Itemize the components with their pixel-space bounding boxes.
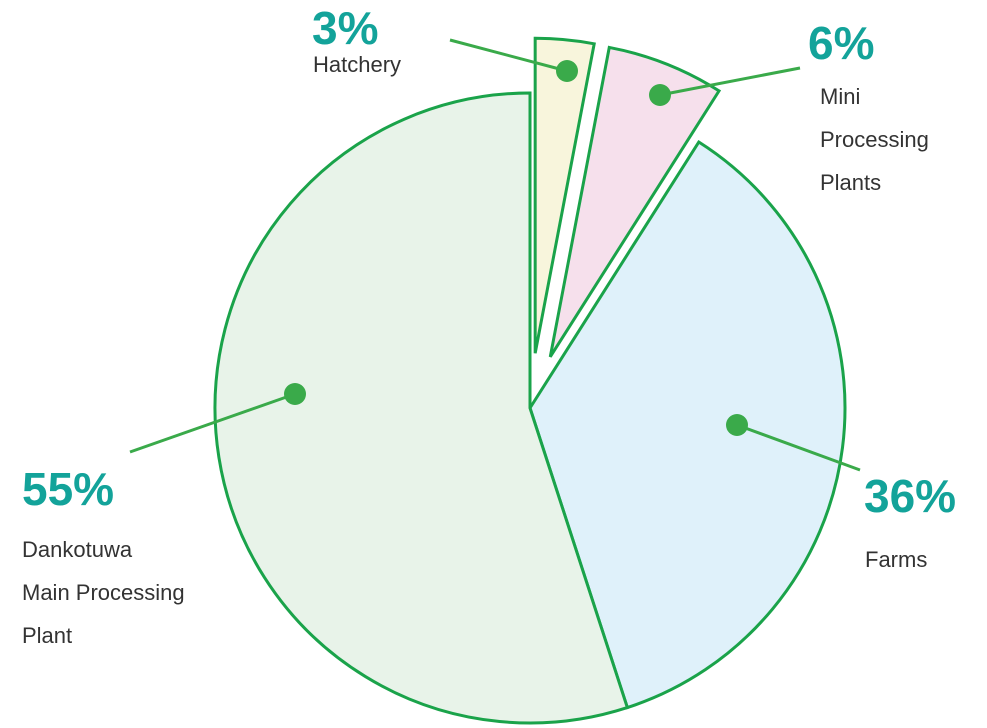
label-dot bbox=[726, 414, 748, 436]
leader-line bbox=[659, 66, 801, 97]
value-label: 36% bbox=[864, 470, 957, 522]
category-label: Dankotuwa Main Processing Plant bbox=[22, 537, 185, 648]
value-label: 3% bbox=[312, 2, 379, 54]
value-label: 6% bbox=[808, 17, 875, 69]
category-label: Mini Processing Plants bbox=[820, 84, 929, 195]
leader-line bbox=[736, 423, 861, 472]
pie-slice bbox=[533, 36, 596, 354]
pie-slice bbox=[528, 139, 847, 710]
value-label: 55% bbox=[22, 463, 115, 515]
label-dot bbox=[284, 383, 306, 405]
category-label: Farms bbox=[865, 547, 928, 572]
label-dot bbox=[556, 60, 578, 82]
pie-slice bbox=[548, 45, 722, 358]
label-dot bbox=[649, 84, 671, 106]
leader-line bbox=[449, 38, 568, 73]
category-label: Hatchery bbox=[313, 52, 402, 77]
leader-line bbox=[129, 392, 296, 454]
pie-slice bbox=[213, 91, 630, 725]
